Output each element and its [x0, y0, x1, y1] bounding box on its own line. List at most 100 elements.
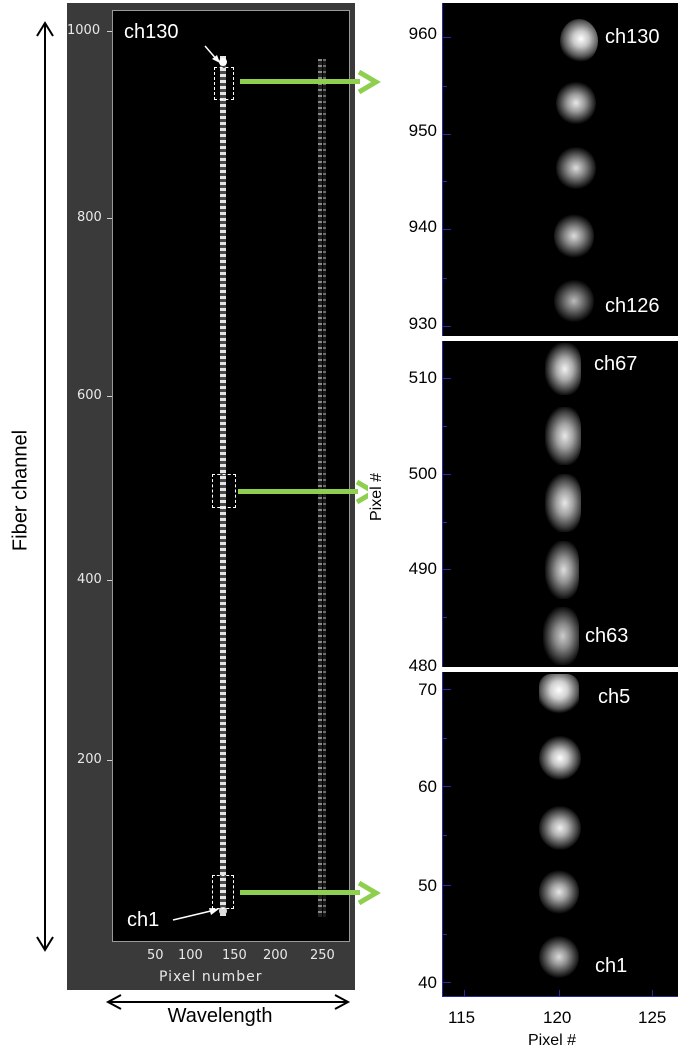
- zoom-panel-top: ch130 ch126: [442, 3, 678, 336]
- spot: [545, 407, 581, 465]
- label-ch67: ch67: [594, 353, 638, 375]
- zoom-box-top: [214, 67, 234, 100]
- y-tick-mark: [107, 31, 113, 32]
- fiber-spot-column-secondary-b: [323, 59, 326, 917]
- y-tick-mark: [442, 474, 451, 475]
- y-tick-960: 960: [408, 24, 437, 43]
- spot: [539, 870, 579, 914]
- spot: [543, 607, 579, 665]
- y-tick-500: 500: [408, 464, 437, 483]
- x-tick-120: 120: [543, 1008, 572, 1027]
- y-minor-tick: [442, 426, 447, 427]
- y-tick-mark: [442, 229, 451, 230]
- callout-ch1: ch1: [127, 909, 160, 931]
- zoom-panel-mid: ch67 ch63: [442, 341, 678, 667]
- spot: [545, 541, 579, 599]
- arrow-mid-shaft: [238, 489, 358, 494]
- x-tick-50: 50: [147, 948, 164, 963]
- spot: [539, 674, 579, 714]
- x-tick-100: 100: [178, 948, 203, 963]
- y-tick-mark: [107, 760, 113, 761]
- y-tick-930: 930: [408, 314, 437, 333]
- detector-image: ch130 ch1: [112, 10, 350, 942]
- y-tick-490: 490: [408, 559, 437, 578]
- x-tick-200: 200: [263, 948, 288, 963]
- label-ch1: ch1: [595, 955, 628, 977]
- x-tick-125: 125: [638, 1008, 667, 1027]
- y-minor-tick: [442, 934, 447, 935]
- spot: [556, 81, 596, 125]
- ch1-spot: [219, 907, 227, 915]
- y-minor-tick: [442, 617, 447, 618]
- arrow-bot-head: [357, 880, 381, 906]
- ch130-spot: [219, 58, 227, 66]
- spot: [539, 806, 581, 850]
- mid-y-axis-label: Pixel #: [368, 469, 386, 525]
- x-axis-label: Pixel number: [159, 969, 263, 985]
- arrow-top-head: [357, 69, 381, 95]
- label-ch5: ch5: [598, 686, 631, 708]
- spot: [554, 213, 594, 259]
- arrow-top-shaft: [240, 79, 360, 84]
- y-tick-40: 40: [418, 973, 437, 992]
- label-ch63: ch63: [585, 625, 629, 647]
- wavelength-arrow: [105, 994, 351, 1010]
- x-tick-150: 150: [222, 948, 247, 963]
- y-tick-mark: [442, 378, 451, 379]
- x-axis-line: [443, 996, 678, 997]
- spot: [560, 19, 598, 63]
- y-tick-940: 940: [408, 217, 437, 236]
- y-tick-60: 60: [418, 777, 437, 796]
- zoom-box-mid: [212, 474, 236, 508]
- spot: [545, 474, 581, 532]
- y-tick-mark: [442, 37, 451, 38]
- fiber-channel-arrow: [36, 21, 54, 952]
- y-tick-mark: [442, 786, 451, 787]
- y-tick-mark: [442, 885, 451, 886]
- y-tick-mark: [442, 134, 451, 135]
- spot: [556, 146, 596, 190]
- fiber-channel-label: Fiber channel: [9, 429, 32, 552]
- y-tick-800: 800: [77, 210, 102, 225]
- x-tick-250: 250: [310, 948, 335, 963]
- zoom-box-bot: [212, 875, 234, 909]
- y-tick-mark: [107, 396, 113, 397]
- callout-ch1-arrow: [172, 908, 219, 921]
- y-minor-tick: [442, 738, 447, 739]
- y-tick-1000: 1000: [67, 23, 101, 38]
- spot: [539, 736, 581, 780]
- y-minor-tick: [442, 835, 447, 836]
- y-tick-200: 200: [77, 752, 102, 767]
- y-tick-mark: [442, 569, 451, 570]
- y-tick-mark: [442, 326, 451, 327]
- y-minor-tick: [442, 522, 447, 523]
- x-tick-mark: [559, 990, 560, 997]
- y-tick-mark: [442, 982, 451, 983]
- y-tick-mark: [107, 580, 113, 581]
- y-tick-mark: [442, 689, 451, 690]
- y-tick-480: 480: [408, 656, 437, 675]
- x-tick-mark: [652, 990, 653, 997]
- y-minor-tick: [442, 181, 447, 182]
- y-tick-600: 600: [77, 388, 102, 403]
- label-ch126: ch126: [605, 295, 660, 317]
- x-tick-115: 115: [448, 1008, 476, 1027]
- y-tick-510: 510: [408, 368, 437, 387]
- x-tick-mark: [464, 990, 465, 997]
- zoom-panel-bot: ch5 ch1: [442, 672, 678, 997]
- wavelength-label: Wavelength: [167, 1005, 273, 1027]
- fiber-spot-column-secondary-a: [318, 59, 322, 917]
- y-tick-950: 950: [408, 121, 437, 140]
- fiber-spot-column-primary: [220, 56, 226, 916]
- arrow-bot-shaft: [240, 890, 360, 895]
- callout-ch130-arrow: [204, 45, 220, 63]
- y-tick-400: 400: [77, 572, 102, 587]
- y-minor-tick: [442, 86, 447, 87]
- y-tick-mark: [107, 218, 113, 219]
- spot: [539, 936, 579, 978]
- y-minor-tick: [442, 278, 447, 279]
- spot: [554, 279, 594, 323]
- y-tick-50: 50: [418, 876, 437, 895]
- label-ch130: ch130: [605, 26, 660, 48]
- spot: [545, 343, 581, 395]
